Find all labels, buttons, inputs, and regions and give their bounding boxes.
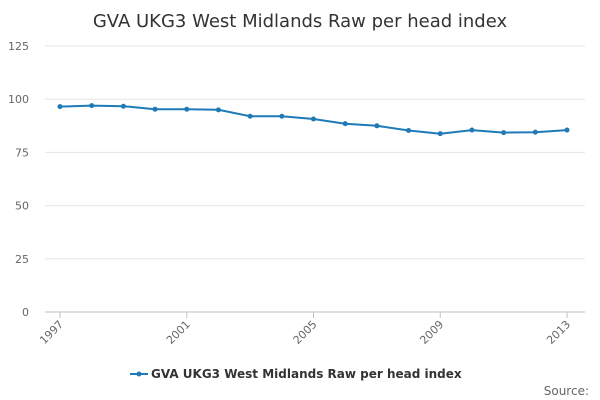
y-tick-label: 125: [8, 40, 29, 53]
legend-label: GVA UKG3 West Midlands Raw per head inde…: [151, 367, 462, 381]
grid-lines: [45, 45, 585, 260]
x-tick-label: 2005: [291, 318, 320, 347]
legend-marker: [136, 371, 142, 377]
data-point[interactable]: [247, 113, 253, 119]
x-axis-ticks: 1997 2001 2005 2009 2013: [37, 312, 573, 347]
legend[interactable]: GVA UKG3 West Midlands Raw per head inde…: [130, 367, 462, 381]
data-point[interactable]: [89, 103, 95, 109]
data-point[interactable]: [469, 127, 475, 133]
y-tick-label: 100: [8, 93, 29, 106]
x-tick-label: 2001: [164, 318, 193, 347]
data-point[interactable]: [406, 127, 412, 133]
data-point[interactable]: [152, 106, 158, 112]
y-axis-ticks: 0 25 50 75 100 125: [8, 40, 29, 319]
data-point[interactable]: [532, 129, 538, 135]
data-point[interactable]: [57, 104, 63, 110]
y-tick-label: 25: [15, 253, 29, 266]
data-point[interactable]: [342, 121, 348, 127]
x-tick-label: 1997: [37, 318, 66, 347]
data-point[interactable]: [501, 130, 507, 136]
data-point[interactable]: [564, 127, 570, 133]
y-tick-label: 75: [15, 146, 29, 159]
data-point[interactable]: [120, 103, 126, 109]
data-point[interactable]: [311, 116, 316, 122]
data-point[interactable]: [215, 107, 221, 113]
y-tick-label: 0: [22, 306, 29, 319]
data-point[interactable]: [437, 131, 443, 137]
data-point[interactable]: [279, 113, 285, 119]
source-label: Source:: [544, 384, 589, 398]
y-tick-label: 50: [15, 200, 29, 213]
x-tick-label: 2013: [544, 318, 573, 347]
data-point[interactable]: [374, 123, 380, 129]
series-layer: [57, 103, 570, 137]
x-tick-label: 2009: [417, 318, 446, 347]
data-point[interactable]: [184, 106, 190, 112]
chart-title: GVA UKG3 West Midlands Raw per head inde…: [93, 11, 508, 32]
